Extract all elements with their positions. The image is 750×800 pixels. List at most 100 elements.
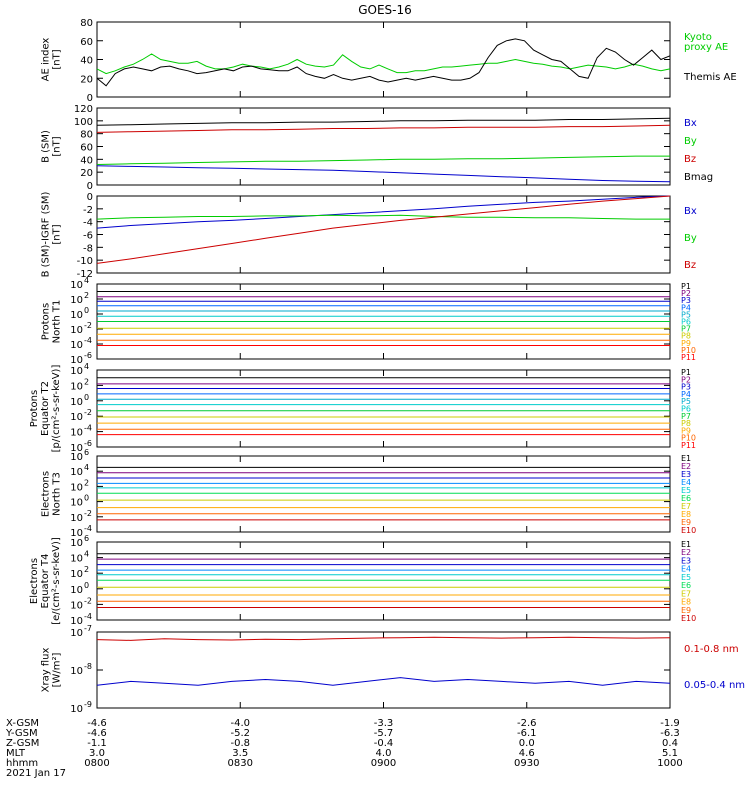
channel-label: P11: [681, 353, 696, 362]
y-tick-label: 40: [80, 155, 93, 166]
y-tick-label: 10: [70, 295, 83, 306]
channel-label: P10: [681, 434, 696, 443]
legend-label: Bx: [684, 118, 697, 129]
channel-label: P2: [681, 375, 691, 384]
channel-label: P1: [681, 282, 691, 291]
y-tick-label: -10: [77, 256, 93, 267]
y-axis-label: Equator T2: [40, 381, 51, 436]
y-axis-label: Electrons: [41, 471, 52, 517]
channel-label: E8: [681, 510, 691, 519]
channel-label: P9: [681, 339, 691, 348]
legend-label: 0.1-0.8 nm: [684, 644, 739, 655]
channel-label: E9: [681, 606, 691, 615]
channel-label: P7: [681, 412, 691, 421]
channel-label: E5: [681, 486, 691, 495]
x-tick-value: 1000: [657, 758, 682, 769]
y-axis-label: [nT]: [52, 49, 63, 69]
y-tick-label: 80: [80, 18, 93, 29]
x-tick-value: -3.3: [374, 718, 394, 729]
y-tick-label-exp: 6: [84, 534, 89, 543]
channel-label: P5: [681, 310, 691, 319]
y-tick-label: 10: [70, 381, 83, 392]
x-tick-value: -1.9: [660, 718, 680, 729]
channel-label: E8: [681, 598, 691, 607]
x-tick-value: -5.7: [374, 728, 394, 739]
y-tick-label-exp: -2: [84, 509, 92, 518]
legend-label: Bz: [684, 260, 696, 271]
y-axis-label: [nT]: [52, 224, 63, 244]
x-row-label: Y-GSM: [5, 728, 38, 739]
y-tick-label: 10: [70, 482, 83, 493]
legend-label: Bmag: [684, 172, 713, 183]
y-axis-label: [p/(cm²-s-sr-keV)]: [51, 365, 62, 453]
channel-label: E1: [681, 454, 691, 463]
legend-label: Bz: [684, 154, 696, 165]
channel-label: E4: [681, 478, 691, 487]
y-tick-label: 10: [70, 443, 83, 454]
y-tick-label-exp: -7: [84, 624, 92, 633]
panel-frame: [96, 195, 671, 274]
y-tick-label-exp: 0: [84, 306, 89, 315]
y-tick-label: -6: [83, 231, 93, 242]
y-axis-label: Electrons: [29, 558, 40, 604]
y-tick-label-exp: -8: [84, 662, 92, 671]
legend-label: By: [684, 233, 697, 244]
y-axis-label: North T1: [52, 300, 63, 344]
y-tick-label-exp: -4: [84, 336, 92, 345]
y-tick-label: 10: [70, 498, 83, 509]
y-tick-label-exp: 2: [84, 565, 89, 574]
x-tick-value: 0.4: [662, 738, 678, 749]
panel-frame: [96, 631, 671, 709]
y-axis-label: [e/(cm²-s-sr-keV)]: [51, 537, 62, 625]
channel-label: E2: [681, 548, 691, 557]
y-tick-label: 10: [70, 616, 83, 627]
y-tick-label: 100: [74, 117, 93, 128]
panel-frame: [96, 21, 671, 98]
y-axis-label: [W/m²]: [52, 652, 63, 687]
x-tick-value: 0830: [228, 758, 253, 769]
y-tick-label: 80: [80, 130, 93, 141]
y-tick-label: 10: [70, 538, 83, 549]
y-axis-label: B (SM)-IGRF (SM): [41, 192, 52, 278]
y-tick-label: 60: [80, 143, 93, 154]
y-tick-label: 10: [70, 600, 83, 611]
channel-label: P3: [681, 383, 691, 392]
series-line: [96, 155, 670, 165]
series-line: [96, 117, 671, 126]
y-axis-label: [nT]: [52, 136, 63, 156]
x-tick-value: 4.0: [376, 748, 392, 759]
channel-label: E10: [681, 526, 696, 535]
channel-label: P9: [681, 426, 691, 435]
y-tick-label: 10: [70, 704, 83, 715]
y-tick-label-exp: -4: [84, 524, 92, 533]
y-tick-label: 10: [70, 569, 83, 580]
y-tick-label-exp: 4: [84, 362, 89, 371]
series-line: [96, 195, 671, 229]
x-row-label: MLT: [6, 748, 26, 759]
y-tick-label: 10: [70, 325, 83, 336]
channel-label: E4: [681, 565, 691, 574]
x-row-label: X-GSM: [6, 718, 39, 729]
y-tick-label-exp: 2: [84, 478, 89, 487]
y-tick-label: 10: [70, 355, 83, 366]
x-tick-value: 0930: [514, 758, 539, 769]
y-tick-label-exp: 0: [84, 494, 89, 503]
y-axis-label: North T3: [52, 472, 63, 516]
y-tick-label: 10: [70, 554, 83, 565]
series-line: [96, 124, 671, 133]
series-line: [96, 38, 671, 87]
y-tick-label: 10: [70, 513, 83, 524]
y-tick-label: 10: [70, 280, 83, 291]
legend-label: By: [684, 136, 697, 147]
x-tick-value: 3.0: [89, 748, 105, 759]
y-axis-label: Xray flux: [41, 648, 52, 693]
y-tick-label: 20: [80, 74, 93, 85]
y-tick-label: 120: [74, 104, 93, 115]
y-tick-label-exp: 0: [84, 581, 89, 590]
legend-label: Themis AE: [683, 72, 737, 83]
y-tick-label-exp: 0: [84, 393, 89, 402]
channel-label: E6: [681, 494, 691, 503]
x-tick-value: -0.4: [374, 738, 394, 749]
y-tick-label: 10: [70, 366, 83, 377]
